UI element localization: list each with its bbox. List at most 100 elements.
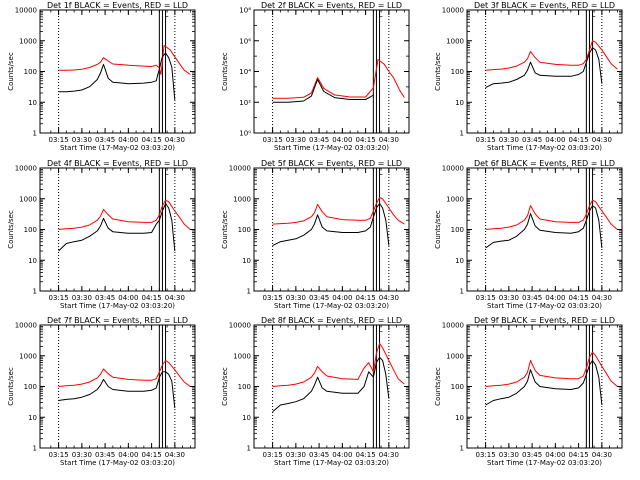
x-tick-label: 03:15 [49, 136, 69, 144]
x-tick-label: 04:00 [118, 136, 138, 144]
y-tick-label: 100 [451, 68, 464, 76]
y-tick-label: 10 [455, 99, 464, 107]
series-line-lld [58, 360, 191, 387]
marker-label: L [164, 169, 168, 177]
y-tick-label: 1 [33, 445, 37, 453]
x-tick-label: 04:30 [379, 294, 399, 302]
series-line-events [58, 371, 176, 409]
y-tick-label: 10 [455, 414, 464, 422]
x-tick-label: 04:15 [569, 294, 589, 302]
x-axis-label: Start Time (17-May-02 03:03:20) [274, 302, 389, 310]
y-tick-label: 100 [238, 226, 251, 234]
x-tick-label: 03:15 [476, 136, 496, 144]
x-tick-label: 03:45 [95, 451, 115, 459]
y-tick-label: 10 [455, 257, 464, 265]
detector-panel-7f: Det 7f BLACK = Events, RED = LLD 1 10 100 10… [7, 316, 196, 467]
y-tick-label: 10000 [442, 165, 464, 173]
y-tick-label: 10 [242, 257, 251, 265]
y-tick-label: 100 [24, 226, 37, 234]
x-tick-label: 03:30 [286, 294, 306, 302]
x-tick-label: 03:30 [72, 451, 92, 459]
x-tick-label: 04:30 [379, 451, 399, 459]
y-axis-label: Counts/sec [221, 367, 229, 406]
y-tick-label: 10000 [15, 322, 37, 330]
x-tick-label: 03:15 [263, 451, 283, 459]
y-tick-label: 10² [239, 99, 251, 107]
y-axis-label: Counts/sec [7, 52, 15, 91]
x-tick-label: 04:00 [118, 451, 138, 459]
x-tick-label: 04:30 [592, 451, 612, 459]
marker-label: L [378, 11, 382, 19]
y-tick-label: 1 [33, 130, 37, 138]
panel-title: Det 3f BLACK = Events, RED = LLD [474, 1, 615, 10]
y-tick-label: 1000 [233, 352, 251, 360]
x-tick-label: 04:00 [332, 294, 352, 302]
y-tick-label: 10⁸ [239, 7, 251, 15]
x-axis-label: Start Time (17-May-02 03:03:20) [487, 302, 602, 310]
x-tick-label: 04:15 [356, 294, 376, 302]
panel-title: Det 7f BLACK = Events, RED = LLD [47, 316, 188, 325]
x-tick-label: 03:15 [476, 451, 496, 459]
detector-panel-4f: Det 4f BLACK = Events, RED = LLD 1 10 100 10… [7, 159, 196, 310]
marker-label: L [378, 326, 382, 334]
marker-label: L [591, 169, 595, 177]
y-tick-label: 10⁶ [239, 37, 251, 45]
marker-label: L [164, 326, 168, 334]
y-tick-label: 10000 [442, 322, 464, 330]
detector-panel-2f: Det 2f BLACK = Events, RED = LLD 10⁰ 10² 10… [221, 1, 410, 152]
detector-panel-3f: Det 3f BLACK = Events, RED = LLD 1 10 100 10… [434, 1, 623, 152]
y-tick-label: 1000 [446, 352, 464, 360]
panel-title: Det 8f BLACK = Events, RED = LLD [261, 316, 402, 325]
x-tick-label: 04:00 [118, 294, 138, 302]
x-tick-label: 03:30 [499, 294, 519, 302]
y-axis-label: Counts/sec [221, 210, 229, 249]
x-tick-label: 03:15 [263, 136, 283, 144]
series-line-events [485, 360, 603, 406]
x-axis-label: Start Time (17-May-02 03:03:20) [274, 459, 389, 467]
x-tick-label: 03:45 [95, 136, 115, 144]
plot-frame [466, 9, 623, 134]
panel-title: Det 9f BLACK = Events, RED = LLD [474, 316, 615, 325]
panel-title: Det 1f BLACK = Events, RED = LLD [47, 1, 188, 10]
series-line-events [272, 203, 390, 247]
detector-panel-1f: Det 1f BLACK = Events, RED = LLD 1 10 100 10… [7, 1, 196, 152]
x-tick-label: 04:30 [592, 136, 612, 144]
y-axis-label: Counts/sec [7, 367, 15, 406]
x-tick-label: 03:15 [49, 451, 69, 459]
x-tick-label: 04:30 [165, 136, 185, 144]
x-tick-label: 03:45 [522, 294, 542, 302]
y-tick-label: 100 [451, 383, 464, 391]
y-tick-label: 1 [247, 445, 251, 453]
series-line-lld [272, 59, 405, 99]
x-tick-label: 03:30 [286, 136, 306, 144]
x-axis-label: Start Time (17-May-02 03:03:20) [60, 302, 175, 310]
x-tick-label: 03:15 [263, 294, 283, 302]
y-tick-label: 100 [451, 226, 464, 234]
x-tick-label: 03:45 [309, 294, 329, 302]
x-tick-label: 03:45 [309, 136, 329, 144]
y-tick-label: 1000 [19, 195, 37, 203]
detector-panel-6f: Det 6f BLACK = Events, RED = LLD 1 10 100 10… [434, 159, 623, 310]
panel-title: Det 2f BLACK = Events, RED = LLD [261, 1, 402, 10]
y-tick-label: 1000 [233, 195, 251, 203]
y-tick-label: 10⁰ [239, 130, 251, 138]
y-tick-label: 10000 [229, 322, 251, 330]
detector-panel-8f: Det 8f BLACK = Events, RED = LLD 1 10 100 10… [221, 316, 410, 467]
x-tick-label: 03:30 [286, 451, 306, 459]
x-tick-label: 04:15 [142, 451, 162, 459]
y-tick-label: 10 [28, 414, 37, 422]
x-tick-label: 03:30 [499, 451, 519, 459]
y-tick-label: 10000 [15, 7, 37, 15]
panel-title: Det 5f BLACK = Events, RED = LLD [261, 159, 402, 168]
x-tick-label: 03:15 [476, 294, 496, 302]
y-tick-label: 10 [28, 257, 37, 265]
x-tick-label: 04:30 [165, 451, 185, 459]
series-line-lld [485, 40, 618, 71]
x-tick-label: 04:00 [545, 451, 565, 459]
marker-label: L [591, 326, 595, 334]
y-axis-label: Counts/sec [221, 52, 229, 91]
y-tick-label: 1000 [19, 352, 37, 360]
x-axis-label: Start Time (17-May-02 03:03:20) [274, 144, 389, 152]
series-line-lld [272, 343, 405, 387]
